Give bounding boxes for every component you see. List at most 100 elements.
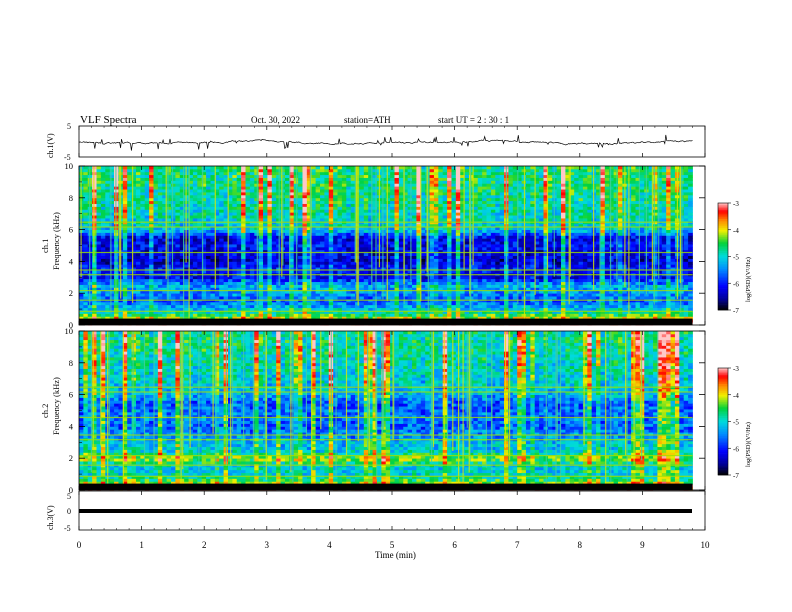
ch1-spec-cell bbox=[271, 296, 277, 300]
ch1-spec-cell bbox=[284, 232, 290, 236]
ch1-spec-cell bbox=[341, 313, 347, 317]
ch1-spec-cell bbox=[407, 252, 413, 257]
ch1-spec-cell bbox=[100, 244, 106, 248]
ch1-spec-cell bbox=[258, 183, 264, 187]
ch1-spec-cell bbox=[258, 218, 264, 222]
ch1-spec-cell bbox=[131, 238, 137, 242]
ch1-spec-cell bbox=[337, 238, 343, 242]
ch1-spec-cell bbox=[223, 284, 229, 288]
ch1-spec-cell bbox=[298, 267, 303, 271]
ch1-spec-cell bbox=[201, 304, 207, 309]
ch1-spec-cell bbox=[341, 261, 347, 265]
ch1-spec-cell bbox=[135, 258, 141, 262]
ch1-spec-cell bbox=[210, 232, 216, 236]
ch1-spec-cell bbox=[425, 316, 430, 320]
ch1-spec-cell bbox=[171, 307, 176, 311]
ch1-spec-cell bbox=[140, 189, 146, 193]
ch1-spec-cell bbox=[188, 270, 194, 274]
ch1-spec-cell bbox=[201, 232, 207, 236]
ch1-spec-cell bbox=[363, 252, 369, 257]
ch1-spec-cell bbox=[390, 186, 395, 190]
ch1-spec-cell bbox=[149, 180, 154, 184]
ch1-spec-cell bbox=[442, 186, 448, 190]
ch1-spec-cell bbox=[149, 304, 154, 309]
ch1-spec-cell bbox=[214, 212, 220, 216]
ch1-spec-cell bbox=[337, 166, 343, 170]
ch1-spec-cell bbox=[166, 261, 172, 265]
ch1-spec-cell bbox=[359, 287, 365, 291]
ch1-spec-cell bbox=[469, 200, 474, 204]
ch1-spec-cell bbox=[197, 189, 203, 193]
ch1-spec-cell bbox=[420, 290, 426, 294]
ch1-spec-cell bbox=[192, 255, 198, 259]
ch1-spec-cell bbox=[425, 275, 430, 280]
ch1-spec-cell bbox=[210, 192, 216, 196]
ch1-spec-cell bbox=[219, 223, 224, 228]
ch1-spec-cell bbox=[429, 252, 435, 257]
ch1-spec-cell bbox=[223, 296, 229, 300]
ch1-spec-cell bbox=[197, 267, 203, 271]
ch1-spec-cell bbox=[451, 270, 457, 274]
ch1-spec-cell bbox=[105, 209, 111, 213]
ch1-spec-cell bbox=[346, 197, 352, 202]
ch1-spec-cell bbox=[175, 192, 181, 196]
ch1-spec-cell bbox=[144, 238, 150, 242]
ch1-spec-cell bbox=[381, 212, 387, 216]
ch1-spec-cell bbox=[192, 218, 198, 222]
ch1-spec-cell bbox=[337, 223, 343, 228]
ch1-spec-cell bbox=[127, 270, 132, 274]
ch1-spec-cell bbox=[451, 301, 457, 306]
ch1-spec-cell bbox=[284, 218, 290, 222]
ch1-spec-cell bbox=[236, 301, 242, 306]
ch1-spec-cell bbox=[447, 304, 452, 309]
ch1-spec-cell bbox=[302, 246, 308, 251]
ch1-spec-cell bbox=[236, 186, 242, 190]
ch1-spec-cell bbox=[263, 296, 268, 300]
ch1-spec-cell bbox=[376, 287, 382, 291]
ch1-spec-cell bbox=[258, 281, 264, 285]
ch1-spec-cell bbox=[254, 252, 260, 257]
ch1-spec-cell bbox=[227, 171, 233, 176]
ch1-spec-cell bbox=[337, 194, 343, 199]
ch1-spec-cell bbox=[333, 304, 338, 309]
ch1-spec-cell bbox=[122, 180, 128, 184]
ch1-spec-cell bbox=[315, 235, 321, 239]
ch1-spec-cell bbox=[219, 166, 224, 170]
ch1-spec-cell bbox=[219, 261, 224, 265]
ch1-spec-cell bbox=[333, 301, 338, 306]
ch1-spec-cell bbox=[223, 293, 229, 297]
ch1-spec-cell bbox=[412, 209, 417, 213]
ch1-spec-cell bbox=[442, 238, 448, 242]
ch1-spec-cell bbox=[149, 258, 154, 262]
ch1-spec-cell bbox=[149, 203, 154, 207]
ch1-spec-cell bbox=[192, 229, 198, 233]
ch1-spec-cell bbox=[438, 249, 444, 254]
ch1-spec-cell bbox=[162, 229, 168, 233]
ch1-spec-cell bbox=[149, 278, 154, 283]
ch1-spec-cell bbox=[455, 180, 461, 184]
ch1-spec-cell bbox=[227, 267, 233, 271]
ch1-spec-cell bbox=[438, 229, 444, 233]
ch1-spec-cell bbox=[254, 307, 260, 311]
ch1-spec-cell bbox=[192, 310, 198, 314]
ch1-spec-cell bbox=[425, 290, 430, 294]
ch1-spec-cell bbox=[420, 316, 426, 320]
ch1-spec-cell bbox=[241, 241, 246, 245]
ch1-spec-cell bbox=[420, 215, 426, 219]
ch1-spec-cell bbox=[214, 284, 220, 288]
ch1-spec-cell bbox=[166, 278, 172, 283]
ch1-spec-cell bbox=[464, 241, 470, 245]
ch1-spec-cell bbox=[420, 189, 426, 193]
ch1-spec-cell bbox=[324, 168, 330, 173]
ch1-spec-cell bbox=[315, 197, 321, 202]
ch1-spec-cell bbox=[394, 301, 400, 306]
ch1-spec-cell bbox=[302, 177, 308, 181]
ch1-spec-cell bbox=[403, 209, 409, 213]
ch1-spec-cell bbox=[166, 215, 172, 219]
ch1-spec-cell bbox=[438, 301, 444, 306]
ch1-spec-cell bbox=[271, 232, 277, 236]
ch1-spec-cell bbox=[460, 177, 466, 181]
ch1-spec-cell bbox=[403, 226, 409, 230]
ch1-spec-cell bbox=[184, 313, 189, 317]
ch1-spec-cell bbox=[429, 313, 435, 317]
